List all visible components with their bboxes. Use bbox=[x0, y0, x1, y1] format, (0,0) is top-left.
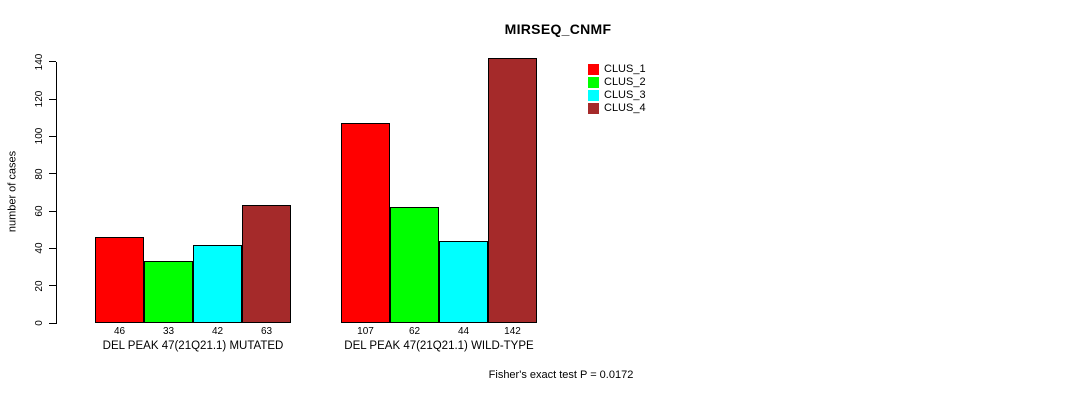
legend: CLUS_1 CLUS_2 CLUS_3 CLUS_4 bbox=[588, 63, 646, 115]
legend-item-clus_4: CLUS_4 bbox=[588, 102, 646, 115]
y-axis-line bbox=[56, 61, 57, 324]
bar-clus_2-group1 bbox=[144, 261, 193, 323]
y-tick-label: 40 bbox=[34, 242, 45, 254]
y-axis-tick bbox=[49, 247, 56, 249]
y-tick-label: 100 bbox=[34, 128, 45, 145]
y-axis-tick bbox=[49, 98, 56, 100]
y-axis-tick bbox=[49, 173, 56, 175]
fisher-test-annotation: Fisher's exact test P = 0.0172 bbox=[488, 369, 634, 381]
legend-item-clus_1: CLUS_1 bbox=[588, 63, 646, 76]
bar-clus_2-group2 bbox=[390, 207, 439, 323]
y-axis-tick bbox=[49, 61, 56, 63]
category-label: DEL PEAK 47(21Q21.1) MUTATED bbox=[102, 340, 284, 352]
bar-value-label: 142 bbox=[504, 326, 521, 337]
bar-value-label: 44 bbox=[457, 326, 470, 337]
bar-value-label: 46 bbox=[113, 326, 126, 337]
bar-clus_3-group2 bbox=[439, 240, 488, 323]
bar-value-label: 42 bbox=[211, 326, 224, 337]
y-axis-tick bbox=[49, 210, 56, 212]
bar-value-label: 62 bbox=[408, 326, 421, 337]
y-tick-label: 60 bbox=[34, 205, 45, 217]
y-tick-label: 80 bbox=[34, 168, 45, 180]
category-label: DEL PEAK 47(21Q21.1) WILD-TYPE bbox=[344, 340, 534, 352]
legend-label-clus_2: CLUS_2 bbox=[604, 76, 646, 88]
bar-value-label: 107 bbox=[357, 326, 374, 337]
bar-clus_1-group2 bbox=[341, 123, 390, 323]
legend-swatch-clus_1 bbox=[588, 64, 599, 75]
chart-title: MIRSEQ_CNMF bbox=[504, 21, 612, 37]
legend-swatch-clus_2 bbox=[588, 77, 599, 88]
legend-label-clus_1: CLUS_1 bbox=[604, 63, 646, 75]
bar-value-label: 33 bbox=[162, 326, 175, 337]
y-tick-label: 0 bbox=[34, 320, 45, 326]
bar-clus_3-group1 bbox=[193, 244, 242, 323]
legend-swatch-clus_3 bbox=[588, 90, 599, 101]
legend-label-clus_3: CLUS_3 bbox=[604, 89, 646, 101]
y-axis-tick bbox=[49, 285, 56, 287]
legend-item-clus_3: CLUS_3 bbox=[588, 89, 646, 102]
legend-label-clus_4: CLUS_4 bbox=[604, 102, 646, 114]
legend-swatch-clus_4 bbox=[588, 103, 599, 114]
y-axis-tick bbox=[49, 135, 56, 137]
y-tick-label: 140 bbox=[34, 53, 45, 71]
y-tick-label: 20 bbox=[34, 280, 45, 292]
bar-clus_1-group1 bbox=[95, 237, 144, 323]
bar-clus_4-group2 bbox=[488, 57, 537, 323]
y-axis-tick bbox=[49, 322, 56, 324]
y-tick-label: 120 bbox=[34, 90, 45, 108]
y-axis-label: number of cases bbox=[6, 150, 19, 233]
legend-item-clus_2: CLUS_2 bbox=[588, 76, 646, 89]
bar-clus_4-group1 bbox=[242, 205, 291, 323]
bar-value-label: 63 bbox=[260, 326, 273, 337]
